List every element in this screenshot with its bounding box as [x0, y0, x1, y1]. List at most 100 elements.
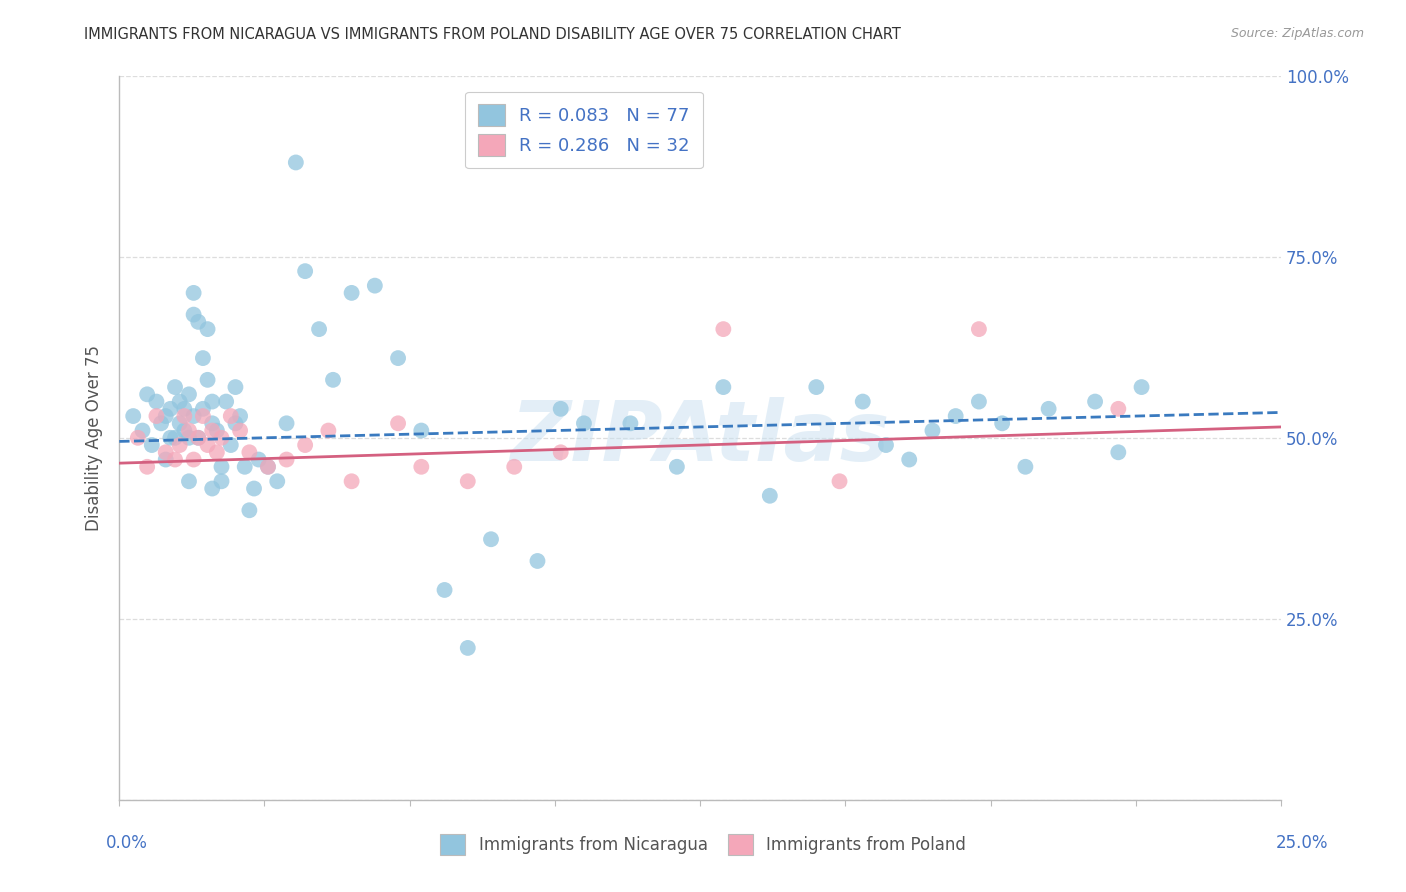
Point [1107, 401, 1129, 416]
Text: 0.0%: 0.0% [105, 834, 148, 852]
Point [155, 445, 177, 459]
Point [224, 417, 246, 431]
Point [187, 315, 209, 329]
Point [169, 438, 191, 452]
Point [205, 445, 228, 459]
Legend: R = 0.083   N = 77, R = 0.286   N = 32: R = 0.083 N = 77, R = 0.286 N = 32 [465, 92, 703, 169]
Point [219, 438, 242, 452]
Point [257, 459, 280, 474]
Point [247, 452, 270, 467]
Point [875, 438, 897, 452]
Legend: Immigrants from Nicaragua, Immigrants from Poland: Immigrants from Nicaragua, Immigrants fr… [433, 828, 973, 862]
Point [619, 417, 641, 431]
Point [433, 582, 456, 597]
Point [387, 351, 409, 365]
Point [294, 264, 316, 278]
Point [150, 417, 173, 431]
Point [266, 475, 288, 489]
Point [145, 394, 167, 409]
Point [1130, 380, 1153, 394]
Point [457, 475, 479, 489]
Point [898, 452, 921, 467]
Point [1107, 445, 1129, 459]
Point [1014, 459, 1036, 474]
Point [191, 401, 214, 416]
Point [177, 387, 200, 401]
Point [967, 322, 990, 336]
Point [215, 394, 238, 409]
Point [318, 424, 340, 438]
Point [169, 417, 191, 431]
Point [163, 452, 186, 467]
Point [136, 387, 159, 401]
Point [197, 322, 219, 336]
Point [177, 431, 200, 445]
Point [183, 409, 205, 423]
Point [828, 475, 851, 489]
Point [284, 155, 307, 169]
Point [183, 285, 205, 300]
Point [364, 278, 387, 293]
Point [572, 417, 595, 431]
Point [177, 424, 200, 438]
Point [340, 285, 363, 300]
Point [921, 424, 943, 438]
Point [211, 475, 233, 489]
Point [276, 452, 298, 467]
Point [340, 475, 363, 489]
Point [201, 417, 224, 431]
Point [183, 308, 205, 322]
Point [183, 452, 205, 467]
Point [238, 503, 260, 517]
Point [308, 322, 330, 336]
Point [1038, 401, 1060, 416]
Point [131, 424, 153, 438]
Point [243, 482, 266, 496]
Point [665, 459, 688, 474]
Point [173, 401, 195, 416]
Point [503, 459, 526, 474]
Y-axis label: Disability Age Over 75: Disability Age Over 75 [86, 345, 103, 531]
Point [201, 424, 224, 438]
Point [550, 445, 572, 459]
Point [852, 394, 875, 409]
Text: IMMIGRANTS FROM NICARAGUA VS IMMIGRANTS FROM POLAND DISABILITY AGE OVER 75 CORRE: IMMIGRANTS FROM NICARAGUA VS IMMIGRANTS … [84, 27, 901, 42]
Point [550, 401, 572, 416]
Point [191, 409, 214, 423]
Point [759, 489, 782, 503]
Point [187, 431, 209, 445]
Point [806, 380, 828, 394]
Point [197, 438, 219, 452]
Point [159, 431, 181, 445]
Point [257, 459, 280, 474]
Point [127, 431, 149, 445]
Point [159, 401, 181, 416]
Point [711, 380, 734, 394]
Point [1084, 394, 1107, 409]
Point [387, 417, 409, 431]
Point [145, 409, 167, 423]
Point [191, 351, 214, 365]
Point [173, 424, 195, 438]
Point [197, 373, 219, 387]
Point [479, 533, 502, 547]
Point [294, 438, 316, 452]
Point [322, 373, 344, 387]
Point [238, 445, 260, 459]
Point [173, 409, 195, 423]
Point [177, 475, 200, 489]
Point [141, 438, 163, 452]
Point [163, 380, 186, 394]
Point [233, 459, 256, 474]
Point [711, 322, 734, 336]
Point [411, 424, 433, 438]
Point [411, 459, 433, 474]
Point [169, 394, 191, 409]
Point [526, 554, 548, 568]
Point [219, 409, 242, 423]
Point [155, 409, 177, 423]
Point [163, 431, 186, 445]
Point [457, 640, 479, 655]
Point [945, 409, 967, 423]
Point [276, 417, 298, 431]
